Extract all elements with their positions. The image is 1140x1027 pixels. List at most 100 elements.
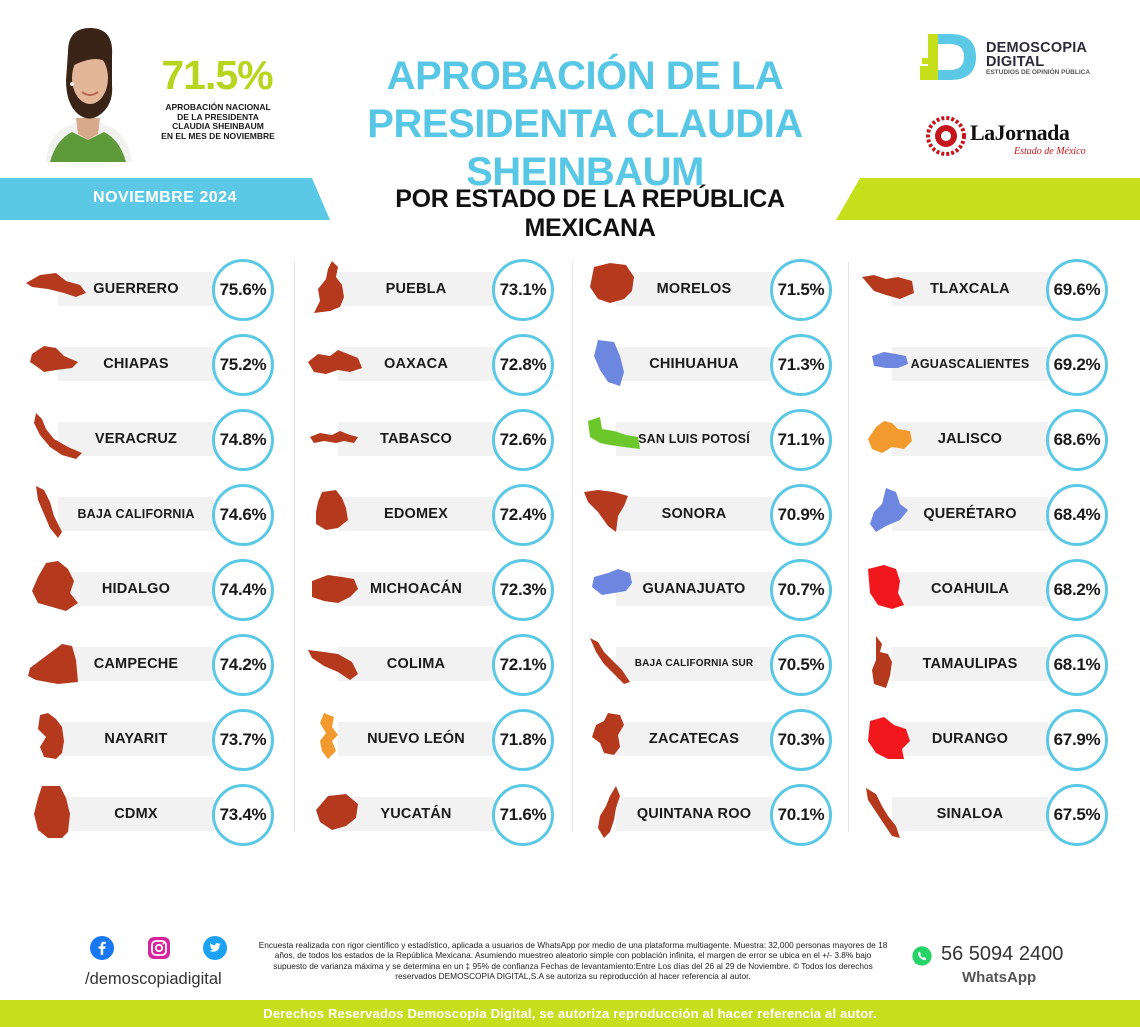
state-column-3: MORELOS 71.5% CHIHUAHUA 71.3% SAN LUIS POTOS… — [578, 252, 848, 852]
state-name: PUEBLA — [338, 272, 494, 306]
demoscopia-name: DEMOSCOPIA DIGITAL — [986, 40, 1088, 70]
state-approval-value: 74.4% — [212, 559, 274, 621]
state-row: COAHUILA 68.2% — [854, 552, 1124, 622]
state-map-icon — [314, 261, 344, 313]
instagram-icon[interactable] — [147, 936, 171, 960]
state-row: CHIHUAHUA 71.3% — [578, 327, 848, 397]
state-row: GUANAJUATO 70.7% — [578, 552, 848, 622]
state-name: COAHUILA — [892, 572, 1048, 606]
state-row: MICHOACÁN 72.3% — [300, 552, 570, 622]
state-map-icon — [320, 713, 338, 759]
state-name: COLIMA — [338, 647, 494, 681]
state-map-icon — [868, 421, 912, 453]
state-map-icon — [590, 263, 634, 303]
state-row: DURANGO 67.9% — [854, 702, 1124, 772]
state-row: QUINTANA ROO 70.1% — [578, 777, 848, 847]
state-row: HIDALGO 74.4% — [20, 552, 290, 622]
state-map-icon — [36, 486, 62, 538]
la-jornada-name: LaJornada — [970, 120, 1070, 145]
national-approval-caption: APROBACIÓN NACIONAL DE LA PRESIDENTA CLA… — [161, 102, 275, 141]
social-links: /demoscopiadigital — [85, 936, 245, 996]
column-divider — [572, 262, 573, 832]
state-row: TAMAULIPAS 68.1% — [854, 627, 1124, 697]
state-approval-value: 71.3% — [770, 334, 832, 396]
state-name: AGUASCALIENTES — [892, 347, 1048, 381]
state-map-icon — [34, 786, 70, 838]
state-map-icon — [594, 340, 624, 386]
state-name: CAMPECHE — [58, 647, 214, 681]
state-name: HIDALGO — [58, 572, 214, 606]
state-row: NAYARIT 73.7% — [20, 702, 290, 772]
whatsapp-contact[interactable]: 56 5094 2400 WhatsApp — [908, 942, 1108, 992]
state-row: PUEBLA 73.1% — [300, 252, 570, 322]
state-map-icon — [38, 713, 64, 759]
state-approval-value: 70.3% — [770, 709, 832, 771]
state-map-icon — [34, 413, 82, 459]
state-row: BAJA CALIFORNIA 74.6% — [20, 477, 290, 547]
la-jornada-seal-icon — [926, 116, 966, 156]
social-handle[interactable]: /demoscopiadigital — [85, 970, 222, 988]
state-name: TABASCO — [338, 422, 494, 456]
state-map-icon — [592, 569, 632, 595]
state-map-icon — [872, 636, 892, 688]
band-green-segment — [836, 178, 1140, 220]
state-approval-value: 72.1% — [492, 634, 554, 696]
state-map-icon — [592, 713, 624, 755]
footer: /demoscopiadigital Encuesta realizada co… — [0, 930, 1140, 1027]
state-map-icon — [588, 417, 640, 449]
state-name: MICHOACÁN — [338, 572, 494, 606]
state-name: YUCATÁN — [338, 797, 494, 831]
whatsapp-label: WhatsApp — [962, 969, 1037, 986]
state-approval-value: 68.4% — [1046, 484, 1108, 546]
state-approval-value: 75.2% — [212, 334, 274, 396]
state-name: QUERÉTARO — [892, 497, 1048, 531]
state-name: MORELOS — [616, 272, 772, 306]
state-name: GUANAJUATO — [616, 572, 772, 606]
state-approval-value: 68.1% — [1046, 634, 1108, 696]
la-jornada-subtitle: Estado de México — [1014, 146, 1086, 157]
rights-text: Derechos Reservados Demoscopia Digital, … — [263, 1006, 877, 1021]
state-row: AGUASCALIENTES 69.2% — [854, 327, 1124, 397]
state-name: SINALOA — [892, 797, 1048, 831]
band-date: NOVIEMBRE 2024 — [93, 189, 237, 206]
state-name: TAMAULIPAS — [892, 647, 1048, 681]
state-map-icon — [872, 352, 908, 368]
state-approval-value: 70.9% — [770, 484, 832, 546]
president-portrait — [46, 28, 132, 162]
state-map-icon — [26, 273, 86, 297]
state-map-icon — [316, 490, 348, 530]
state-approval-value: 70.5% — [770, 634, 832, 696]
state-name: NUEVO LEÓN — [338, 722, 494, 756]
state-name: CHIHUAHUA — [616, 347, 772, 381]
state-name: TLAXCALA — [892, 272, 1048, 306]
methodology-disclaimer: Encuesta realizada con rigor científico … — [258, 940, 888, 981]
state-row: COLIMA 72.1% — [300, 627, 570, 697]
facebook-icon[interactable] — [90, 936, 114, 960]
state-column-1: GUERRERO 75.6% CHIAPAS 75.2% VERACRUZ 74.8% BA… — [20, 252, 290, 852]
state-approval-value: 74.2% — [212, 634, 274, 696]
page-title: APROBACIÓN DE LA PRESIDENTA CLAUDIA SHEI… — [367, 54, 803, 194]
state-row: CAMPECHE 74.2% — [20, 627, 290, 697]
demoscopia-mark-icon — [920, 34, 976, 80]
state-row: TLAXCALA 69.6% — [854, 252, 1124, 322]
state-row: QUERÉTARO 68.4% — [854, 477, 1124, 547]
state-row: SONORA 70.9% — [578, 477, 848, 547]
national-approval-percent: 71.5% — [161, 52, 273, 98]
state-approval-value: 70.7% — [770, 559, 832, 621]
state-row: EDOMEX 72.4% — [300, 477, 570, 547]
state-approval-value: 72.3% — [492, 559, 554, 621]
twitter-icon[interactable] — [203, 936, 227, 960]
state-approval-value: 75.6% — [212, 259, 274, 321]
state-approval-value: 67.9% — [1046, 709, 1108, 771]
band-title: POR ESTADO DE LA REPÚBLICA MEXICANA — [395, 185, 785, 242]
state-approval-value: 74.6% — [212, 484, 274, 546]
state-approval-value: 73.4% — [212, 784, 274, 846]
state-column-4: TLAXCALA 69.6% AGUASCALIENTES 69.2% JALISCO 6… — [854, 252, 1124, 852]
state-map-icon — [870, 488, 908, 532]
state-name: EDOMEX — [338, 497, 494, 531]
state-approval-value: 69.6% — [1046, 259, 1108, 321]
state-row: CHIAPAS 75.2% — [20, 327, 290, 397]
state-approval-value: 68.2% — [1046, 559, 1108, 621]
state-approval-value: 73.1% — [492, 259, 554, 321]
state-row: SINALOA 67.5% — [854, 777, 1124, 847]
